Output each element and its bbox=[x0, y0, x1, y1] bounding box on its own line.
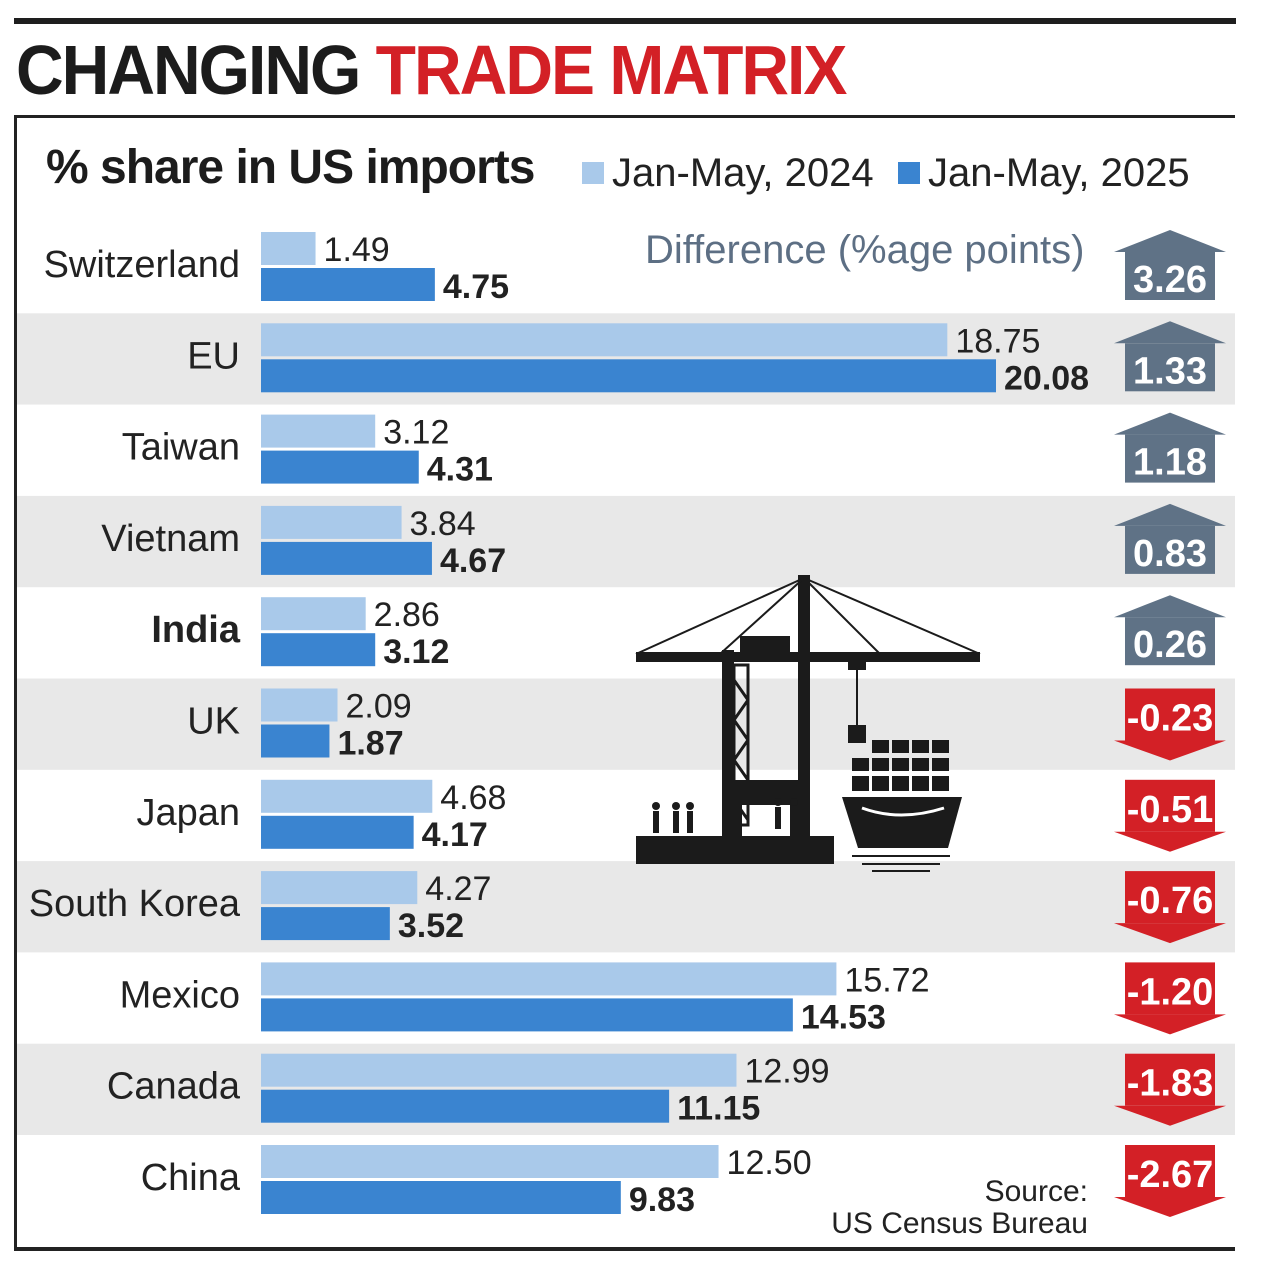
difference-label-china: -2.67 bbox=[1127, 1154, 1214, 1196]
category-label-taiwan: Taiwan bbox=[122, 427, 240, 469]
value-label-2024-vietnam: 3.84 bbox=[410, 505, 476, 543]
bar-2024-canada bbox=[261, 1053, 737, 1087]
source-line2: US Census Bureau bbox=[831, 1207, 1088, 1240]
category-label-india: India bbox=[151, 609, 241, 651]
top-rule bbox=[14, 18, 1236, 24]
bar-2025-uk bbox=[261, 724, 330, 758]
legend-swatch-2025 bbox=[898, 162, 920, 184]
source-note: Source: US Census Bureau bbox=[831, 1176, 1088, 1240]
difference-label-south-korea: -0.76 bbox=[1127, 880, 1214, 922]
value-label-2025-japan: 4.17 bbox=[422, 816, 488, 854]
value-label-2024-taiwan: 3.12 bbox=[383, 414, 449, 452]
legend-item-2025: Jan-May, 2025 bbox=[898, 150, 1190, 196]
value-label-2024-mexico: 15.72 bbox=[844, 961, 929, 999]
row-band bbox=[17, 495, 1235, 588]
category-label-canada: Canada bbox=[107, 1066, 241, 1108]
value-label-2024-switzerland: 1.49 bbox=[324, 231, 390, 269]
difference-label-eu: 1.33 bbox=[1133, 350, 1207, 392]
value-label-2024-south-korea: 4.27 bbox=[425, 870, 491, 908]
headline: CHANGING TRADE MATRIX bbox=[16, 28, 848, 112]
down-arrow-icon-uk: -0.23 bbox=[1114, 688, 1226, 761]
bar-2024-south-korea bbox=[261, 871, 418, 905]
down-arrow-icon-south-korea: -0.76 bbox=[1114, 871, 1226, 944]
headline-part2: TRADE MATRIX bbox=[375, 31, 848, 109]
value-label-2025-india: 3.12 bbox=[383, 633, 449, 671]
category-label-eu: EU bbox=[187, 335, 240, 377]
value-label-2025-switzerland: 4.75 bbox=[443, 268, 509, 306]
down-arrow-icon-japan: -0.51 bbox=[1114, 779, 1226, 852]
category-label-vietnam: Vietnam bbox=[101, 518, 240, 560]
legend-label-2025: Jan-May, 2025 bbox=[928, 150, 1190, 195]
bar-2025-china bbox=[261, 1181, 621, 1214]
bar-2024-uk bbox=[261, 688, 338, 722]
bar-2024-eu bbox=[261, 323, 948, 357]
value-label-2024-china: 12.50 bbox=[727, 1144, 812, 1182]
value-label-2025-china: 9.83 bbox=[629, 1181, 695, 1219]
bar-2025-vietnam bbox=[261, 541, 432, 575]
bar-2024-switzerland bbox=[261, 232, 316, 265]
up-arrow-icon-taiwan: 1.18 bbox=[1114, 412, 1226, 484]
value-label-2024-japan: 4.68 bbox=[440, 779, 506, 817]
legend-item-2024: Jan-May, 2024 bbox=[582, 150, 874, 196]
value-label-2025-uk: 1.87 bbox=[337, 725, 403, 763]
crane-ship-icon bbox=[635, 575, 981, 872]
value-label-2025-taiwan: 4.31 bbox=[427, 451, 493, 489]
legend-swatch-2024 bbox=[582, 162, 604, 184]
value-label-2025-canada: 11.15 bbox=[677, 1090, 760, 1128]
value-label-2024-uk: 2.09 bbox=[346, 688, 412, 726]
down-arrow-icon-mexico: -1.20 bbox=[1114, 962, 1226, 1035]
category-label-switzerland: Switzerland bbox=[44, 244, 240, 286]
bar-2025-south-korea bbox=[261, 907, 390, 941]
bar-2024-taiwan bbox=[261, 414, 376, 448]
up-arrow-icon-switzerland: 3.26 bbox=[1114, 230, 1226, 301]
category-label-south-korea: South Korea bbox=[29, 883, 241, 925]
down-arrow-icon-canada: -1.83 bbox=[1114, 1053, 1226, 1126]
bar-2025-taiwan bbox=[261, 450, 419, 484]
bar-2025-canada bbox=[261, 1089, 670, 1123]
up-arrow-icon-eu: 1.33 bbox=[1114, 321, 1226, 392]
chart-panel bbox=[14, 115, 1235, 1251]
headline-part1: CHANGING bbox=[16, 31, 361, 109]
source-line1: Source: bbox=[984, 1175, 1088, 1208]
bar-2024-vietnam bbox=[261, 505, 402, 539]
up-arrow-icon-vietnam: 0.83 bbox=[1114, 503, 1226, 575]
up-arrow-icon-india: 0.26 bbox=[1114, 595, 1226, 666]
category-label-japan: Japan bbox=[136, 792, 240, 834]
difference-label-switzerland: 3.26 bbox=[1133, 259, 1207, 301]
legend-label-2024: Jan-May, 2024 bbox=[612, 150, 874, 195]
bar-2024-mexico bbox=[261, 962, 837, 996]
category-label-mexico: Mexico bbox=[120, 974, 240, 1016]
value-label-2025-mexico: 14.53 bbox=[801, 998, 886, 1036]
category-label-uk: UK bbox=[187, 701, 240, 743]
bar-2024-japan bbox=[261, 779, 433, 813]
bar-2025-mexico bbox=[261, 998, 793, 1032]
chart-subtitle: % share in US imports bbox=[46, 141, 535, 194]
bar-2024-india bbox=[261, 597, 366, 631]
value-label-2024-india: 2.86 bbox=[374, 596, 440, 634]
value-label-2025-vietnam: 4.67 bbox=[440, 542, 506, 580]
value-label-2025-eu: 20.08 bbox=[1004, 359, 1089, 397]
category-label-china: China bbox=[141, 1157, 241, 1199]
bar-2025-switzerland bbox=[261, 268, 435, 301]
difference-label-japan: -0.51 bbox=[1127, 789, 1214, 831]
bar-2024-china bbox=[261, 1145, 719, 1178]
difference-header: Difference (%age points) bbox=[645, 228, 1085, 272]
value-label-2024-canada: 12.99 bbox=[744, 1053, 829, 1091]
value-label-2024-eu: 18.75 bbox=[955, 322, 1040, 360]
bar-2025-eu bbox=[261, 359, 996, 393]
bar-2025-india bbox=[261, 633, 376, 667]
difference-label-taiwan: 1.18 bbox=[1133, 442, 1207, 484]
difference-label-vietnam: 0.83 bbox=[1133, 533, 1207, 575]
down-arrow-icon-china: -2.67 bbox=[1114, 1145, 1226, 1217]
value-label-2025-south-korea: 3.52 bbox=[398, 907, 464, 945]
difference-label-uk: -0.23 bbox=[1127, 698, 1214, 740]
bar-2025-japan bbox=[261, 815, 414, 849]
difference-label-india: 0.26 bbox=[1133, 624, 1207, 666]
row-band bbox=[17, 678, 1235, 770]
row-band bbox=[17, 861, 1235, 953]
difference-label-canada: -1.83 bbox=[1127, 1063, 1214, 1105]
difference-label-mexico: -1.20 bbox=[1127, 971, 1214, 1013]
